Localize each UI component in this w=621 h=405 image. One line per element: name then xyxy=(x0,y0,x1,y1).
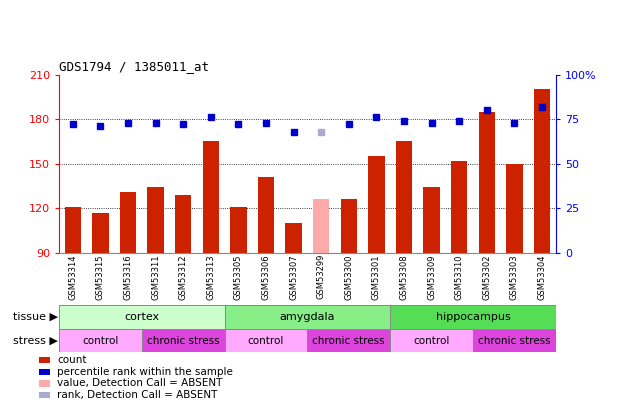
Bar xyxy=(396,141,412,253)
Bar xyxy=(39,357,50,363)
Text: tissue ▶: tissue ▶ xyxy=(13,312,58,322)
Bar xyxy=(65,207,81,253)
Bar xyxy=(368,156,384,253)
Bar xyxy=(142,329,225,352)
Text: control: control xyxy=(82,336,119,345)
Bar xyxy=(424,188,440,253)
Bar xyxy=(175,195,191,253)
Bar xyxy=(39,392,50,399)
Text: chronic stress: chronic stress xyxy=(147,336,219,345)
Text: chronic stress: chronic stress xyxy=(312,336,385,345)
Text: amygdala: amygdala xyxy=(279,312,335,322)
Bar xyxy=(390,305,556,329)
Text: value, Detection Call = ABSENT: value, Detection Call = ABSENT xyxy=(57,379,222,388)
Bar xyxy=(533,90,550,253)
Bar xyxy=(202,141,219,253)
Bar xyxy=(451,161,468,253)
Bar xyxy=(225,305,390,329)
Text: hippocampus: hippocampus xyxy=(435,312,510,322)
Text: control: control xyxy=(248,336,284,345)
Bar xyxy=(225,329,307,352)
Bar xyxy=(313,199,330,253)
Text: rank, Detection Call = ABSENT: rank, Detection Call = ABSENT xyxy=(57,390,217,400)
Text: stress ▶: stress ▶ xyxy=(13,336,58,345)
Bar xyxy=(506,164,523,253)
Text: control: control xyxy=(414,336,450,345)
Bar xyxy=(258,177,274,253)
Bar xyxy=(120,192,136,253)
Bar xyxy=(59,305,225,329)
Bar xyxy=(147,188,164,253)
Text: cortex: cortex xyxy=(124,312,160,322)
Bar xyxy=(307,329,390,352)
Bar xyxy=(479,112,495,253)
Bar xyxy=(473,329,556,352)
Bar xyxy=(230,207,247,253)
Bar xyxy=(285,223,302,253)
Bar xyxy=(92,213,109,253)
Bar xyxy=(39,380,50,387)
Bar xyxy=(340,199,357,253)
Bar xyxy=(39,369,50,375)
Text: chronic stress: chronic stress xyxy=(478,336,551,345)
Text: GDS1794 / 1385011_at: GDS1794 / 1385011_at xyxy=(59,60,209,73)
Text: percentile rank within the sample: percentile rank within the sample xyxy=(57,367,233,377)
Text: count: count xyxy=(57,355,86,365)
Bar xyxy=(59,329,142,352)
Bar xyxy=(390,329,473,352)
